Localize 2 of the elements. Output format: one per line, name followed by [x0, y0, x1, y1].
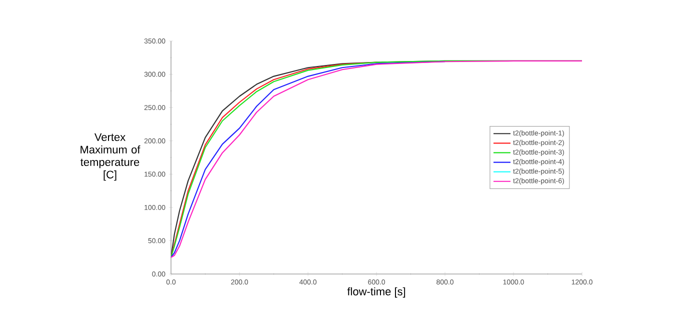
y-axis-title: Vertex Maximum of temperature [C] [80, 133, 140, 181]
x-axis-title: flow-time [s] [347, 287, 406, 298]
